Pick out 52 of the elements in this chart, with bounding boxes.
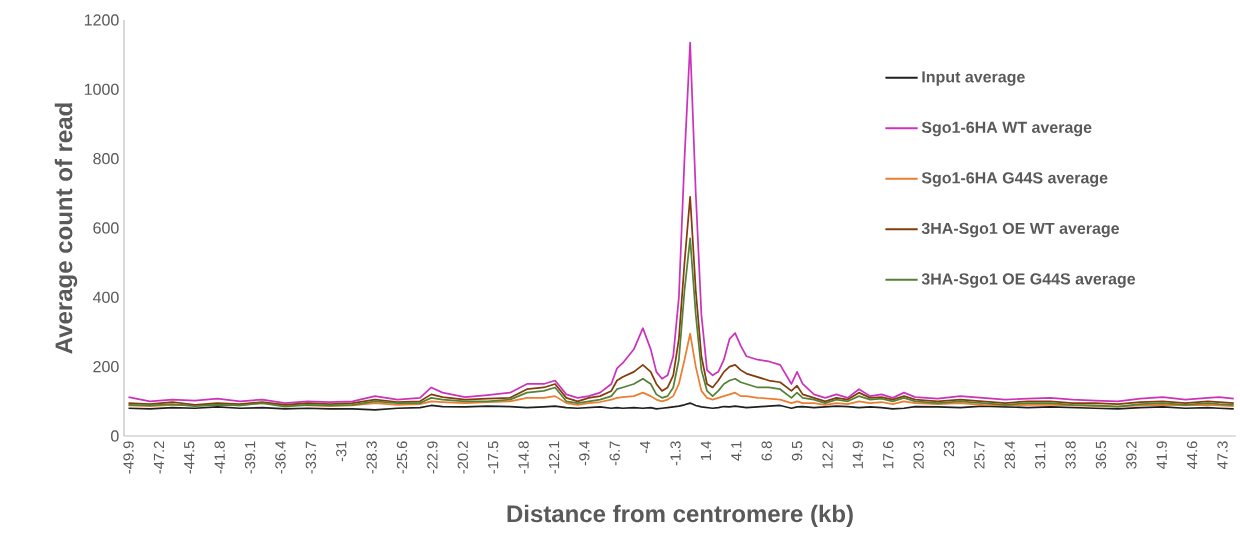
x-tick-label: 20.3 [913, 441, 924, 469]
x-tick-label: -31 [336, 441, 347, 462]
x-tick-label: -25.6 [396, 441, 408, 474]
x-tick-label: 4.1 [731, 441, 742, 461]
x-tick-label: 44.6 [1186, 441, 1198, 469]
x-tick-label: -4 [640, 441, 651, 454]
x-tick-label: -49.9 [123, 441, 134, 474]
y-tick-label: 1000 [84, 83, 119, 95]
x-tick-label: -14.8 [518, 441, 529, 474]
x-tick-label: 1.4 [700, 441, 711, 460]
x-tick-label: 47.3 [1217, 441, 1228, 469]
x-tick-label: -20.2 [457, 441, 468, 474]
y-tick-label: 200 [93, 360, 119, 373]
x-tick-label: 9.5 [791, 441, 803, 461]
x-tick-label: 23 [943, 441, 955, 457]
y-tick-label: 800 [93, 153, 119, 165]
legend-label: Sgo1-6HA G44S average [921, 172, 1108, 187]
x-tick-label: -28.3 [366, 441, 377, 474]
x-tick-label: -36.4 [275, 441, 286, 474]
x-tick-label: 36.5 [1095, 441, 1107, 469]
legend-label: 3HA-Sgo1 OE WT average [921, 222, 1120, 238]
x-tick-label: -1.3 [670, 441, 681, 466]
x-tick-label: 6.8 [761, 441, 772, 461]
x-tick-label: 17.6 [883, 441, 894, 469]
x-tick-label: -17.5 [488, 441, 499, 474]
y-tick-label: 600 [93, 222, 119, 234]
x-tick-label: -22.9 [427, 441, 438, 474]
y-tick-label: 1200 [84, 14, 119, 26]
x-tick-label: -44.5 [184, 441, 195, 474]
x-tick-label: -39.1 [244, 441, 256, 474]
x-tick-label: 12.2 [822, 441, 833, 469]
legend-label: Input average [922, 71, 1025, 86]
x-tick-label: 31.1 [1034, 441, 1046, 469]
x-tick-label: 39.2 [1126, 441, 1137, 469]
y-tick-label: 0 [111, 430, 119, 442]
x-tick-label: 25.7 [974, 441, 985, 469]
x-axis-title: Distance from centromere (kb) [507, 504, 853, 528]
x-tick-label: 28.4 [1004, 441, 1015, 469]
x-tick-label: 41.9 [1156, 441, 1167, 469]
x-tick-label: -41.8 [214, 441, 225, 474]
x-tick-label: -9.4 [579, 441, 590, 466]
x-tick-label: 33.8 [1065, 441, 1076, 469]
line-series [127, 41, 1235, 404]
y-tick-label: 400 [92, 291, 119, 303]
x-tick-label: -6.7 [609, 441, 620, 466]
x-tick-label: -33.7 [305, 441, 317, 474]
x-tick-label: 14.9 [852, 441, 864, 469]
legend-label: Sgo1-6HA WT average [921, 121, 1092, 137]
x-tick-label: -12.1 [548, 441, 560, 474]
y-axis-title: Average count of read [54, 103, 78, 354]
x-tick-label: -47.2 [153, 441, 165, 474]
legend-label: 3HA-Sgo1 OE G44S average [921, 273, 1136, 288]
